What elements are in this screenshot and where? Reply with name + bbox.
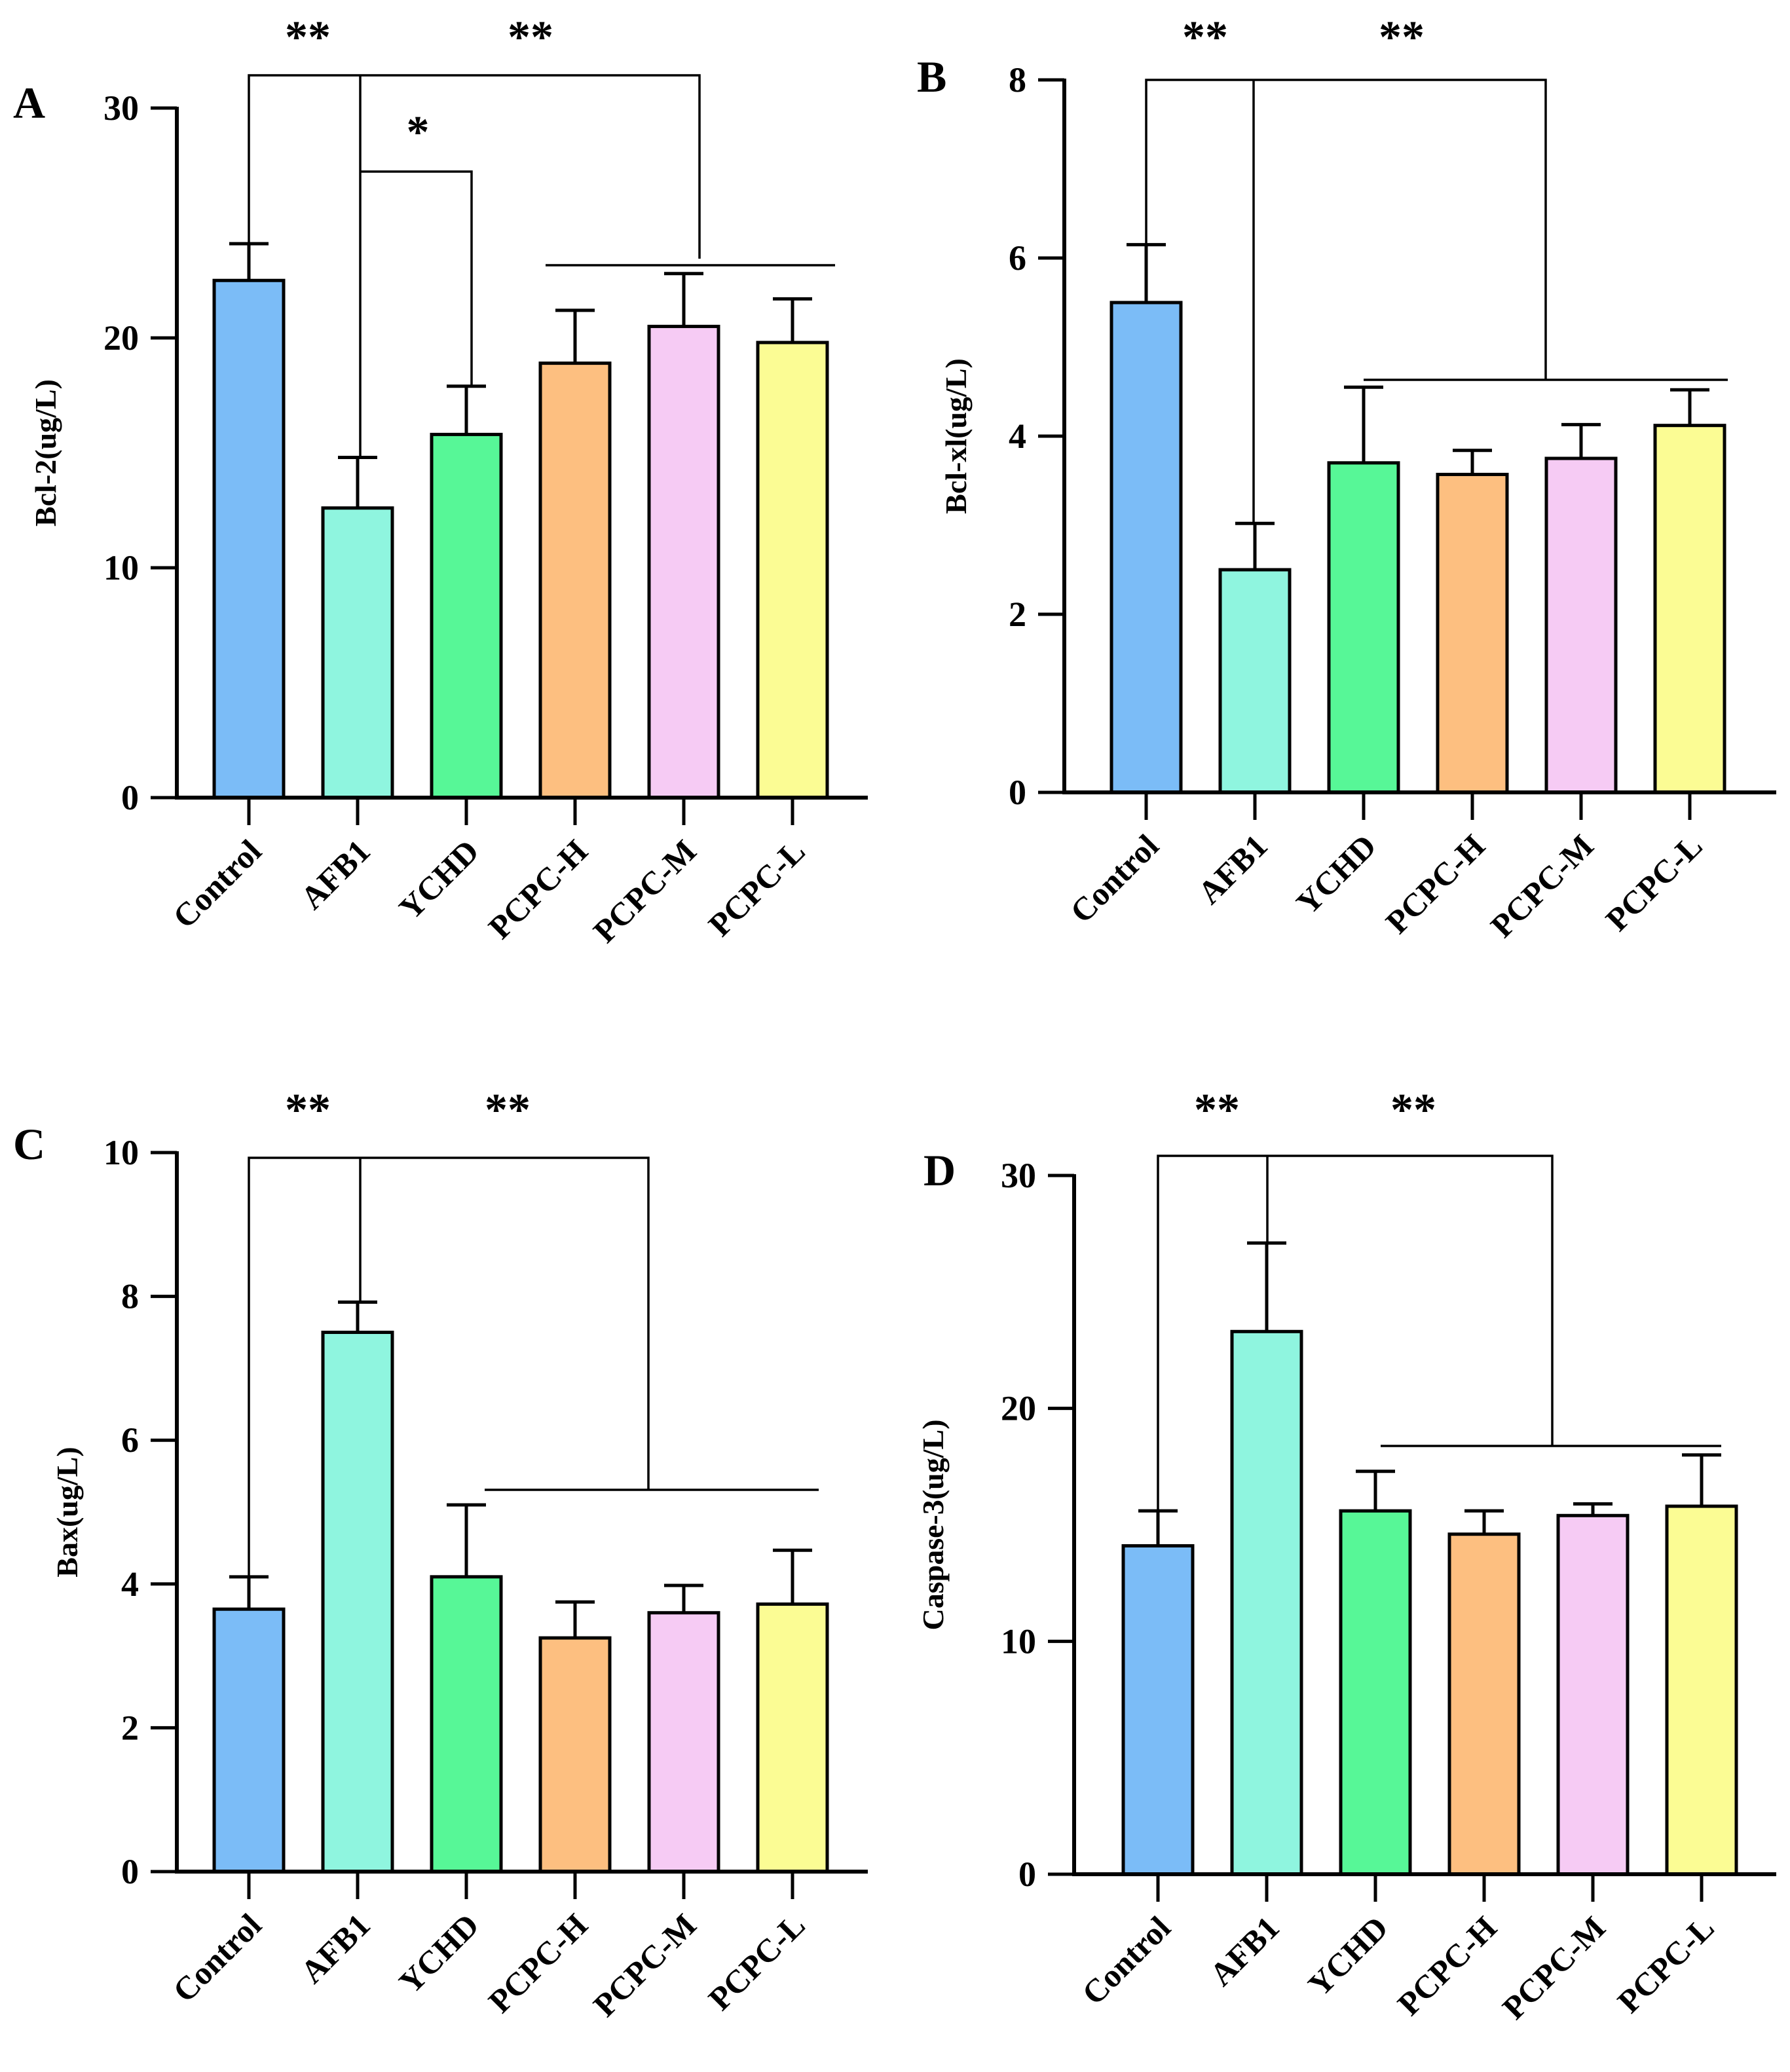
bar-control	[1109, 301, 1183, 794]
panel-letter: A	[13, 78, 45, 128]
y-tick-label: 10	[103, 1133, 139, 1172]
y-tick-label: 2	[121, 1708, 139, 1747]
y-tick-label: 20	[103, 318, 139, 358]
y-tick-label: 8	[1009, 60, 1026, 100]
x-tick-label: PCPC-M	[586, 1906, 703, 2024]
bar-pcpc-l	[756, 341, 829, 800]
x-tick-label: YCHD	[1301, 1909, 1395, 2003]
bar-pcpc-h	[1447, 1532, 1521, 1876]
bar-afb1	[1218, 568, 1292, 794]
y-tick-label: 20	[1001, 1389, 1036, 1428]
significance-bracket	[248, 1156, 650, 1577]
bar-ychd	[1327, 461, 1400, 794]
significance-label: **	[285, 12, 331, 63]
y-axis-label: Bcl-xl(ug/L)	[939, 358, 973, 514]
bar-ychd	[1339, 1509, 1412, 1876]
x-tick-label: PCPC-H	[1390, 1909, 1504, 2022]
x-tick-label: PCPC-H	[481, 832, 595, 946]
bar-pcpc-m	[647, 1611, 720, 1874]
x-tick-label: YCHD	[1289, 827, 1383, 921]
bar-pcpc-m	[647, 324, 720, 800]
y-tick-label: 0	[121, 778, 139, 817]
bar-pcpc-h	[538, 1636, 612, 1874]
significance-label: **	[508, 12, 553, 63]
bar-ychd	[430, 1575, 503, 1874]
x-tick-label: PCPC-H	[1379, 827, 1492, 940]
significance-label: **	[1194, 1085, 1240, 1136]
significance-bracket	[360, 170, 473, 386]
y-tick-label: 6	[121, 1420, 139, 1460]
panel-letter: B	[917, 52, 946, 102]
bar-pcpc-m	[1556, 1513, 1630, 1876]
y-tick-label: 4	[1009, 416, 1026, 456]
x-tick-label: PCPC-L	[1611, 1909, 1721, 2020]
bar-pcpc-l	[756, 1602, 829, 1874]
significance-label: **	[1182, 12, 1228, 63]
y-tick-label: 30	[1001, 1156, 1036, 1195]
significance-label: **	[285, 1085, 331, 1136]
bar-pcpc-h	[538, 361, 612, 800]
bar-afb1	[321, 506, 394, 800]
x-tick-label: PCPC-M	[1483, 827, 1601, 944]
bar-pcpc-h	[1436, 472, 1509, 794]
bar-control	[212, 278, 286, 800]
significance-bracket	[1157, 1155, 1554, 1511]
y-tick-label: 2	[1009, 595, 1026, 634]
y-tick-label: 10	[1001, 1621, 1036, 1661]
bar-pcpc-m	[1544, 456, 1618, 794]
x-tick-label: AFB1	[293, 832, 377, 916]
significance-label: *	[407, 107, 430, 158]
x-tick-label: Control	[166, 1906, 269, 2009]
x-tick-label: YCHD	[392, 832, 486, 927]
x-tick-label: AFB1	[293, 1906, 377, 1990]
significance-label: **	[1379, 12, 1425, 63]
bar-pcpc-l	[1665, 1504, 1738, 1876]
bar-pcpc-l	[1653, 424, 1726, 794]
bar-ychd	[430, 432, 503, 800]
y-axis-label: Bcl-2(ug/L)	[29, 379, 62, 527]
y-tick-label: 8	[121, 1277, 139, 1316]
x-tick-label: PCPC-H	[481, 1906, 595, 2020]
x-tick-label: Control	[1063, 827, 1166, 930]
bar-afb1	[1230, 1329, 1303, 1876]
panel-a: A Bcl-2(ug/L) Control AFB1 YCHDPCPC-HPCPC-MP…	[13, 12, 868, 950]
x-tick-label: PCPC-M	[1495, 1909, 1613, 2026]
y-tick-label: 6	[1009, 238, 1026, 278]
x-tick-label: PCPC-M	[586, 832, 703, 950]
y-tick-label: 10	[103, 548, 139, 587]
panel-letter: D	[923, 1145, 956, 1195]
x-tick-label: PCPC-L	[1599, 827, 1709, 938]
significance-label: **	[1390, 1085, 1436, 1136]
y-axis-label: Bax(ug/L)	[50, 1447, 84, 1577]
x-tick-label: AFB1	[1191, 827, 1275, 911]
x-tick-label: Control	[166, 832, 269, 935]
y-tick-label: 0	[1018, 1855, 1036, 1894]
y-tick-label: 0	[1009, 773, 1026, 812]
bar-afb1	[321, 1331, 394, 1874]
panel-b: B Bcl-xl(ug/L) Control AFB1 YCHDPCPC-HPCPC-M…	[917, 12, 1776, 944]
y-tick-label: 30	[103, 88, 139, 128]
x-tick-label: PCPC-L	[701, 832, 812, 943]
y-tick-label: 0	[121, 1852, 139, 1891]
panel-c: C Bax(ug/L) Control AFB1 YCHDPCPC-HPCPC-MPCP…	[13, 1085, 868, 2024]
x-tick-label: AFB1	[1203, 1909, 1286, 1993]
significance-bracket	[1145, 79, 1547, 380]
significance-label: **	[485, 1085, 531, 1136]
panel-letter: C	[13, 1119, 45, 1169]
bar-control	[1121, 1544, 1195, 1876]
x-tick-label: YCHD	[392, 1906, 486, 2001]
x-tick-label: PCPC-L	[701, 1906, 812, 2017]
y-axis-label: Caspase-3(ug/L)	[916, 1419, 950, 1630]
y-tick-label: 4	[121, 1564, 139, 1604]
x-tick-label: Control	[1075, 1909, 1178, 2012]
significance-bracket	[248, 74, 701, 259]
bar-control	[212, 1607, 286, 1874]
